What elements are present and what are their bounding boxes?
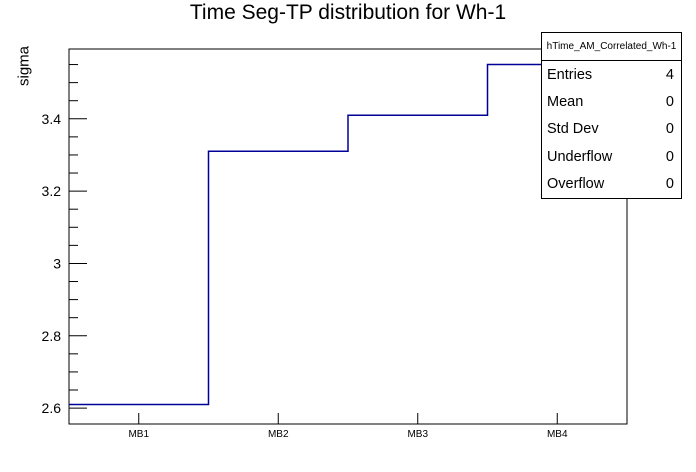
stats-row-stddev: Std Dev 0	[542, 121, 681, 137]
stats-value: 0	[665, 176, 674, 193]
stats-row-overflow: Overflow 0	[542, 176, 681, 192]
stats-value: 0	[665, 94, 674, 111]
stats-box-rows: Entries 4 Mean 0 Std Dev 0 Underflow 0 O…	[542, 61, 681, 198]
y-tick-label: 3	[53, 255, 61, 271]
stats-value: 4	[665, 66, 674, 83]
stats-row-entries: Entries 4	[542, 67, 681, 83]
x-tick-label: MB3	[407, 429, 428, 440]
stats-value: 0	[665, 148, 674, 165]
stats-label: Std Dev	[547, 121, 599, 138]
stats-label: Mean	[547, 94, 584, 111]
x-tick-label: MB4	[547, 429, 568, 440]
stats-row-underflow: Underflow 0	[542, 149, 681, 165]
y-tick-label: 2.8	[42, 328, 62, 344]
y-tick-label: 3.2	[42, 183, 62, 199]
stats-label: Entries	[547, 66, 593, 83]
stats-label: Underflow	[547, 148, 613, 165]
x-tick-label: MB1	[128, 429, 149, 440]
plot-frame	[68, 48, 628, 425]
x-tick-label: MB2	[268, 429, 289, 440]
stats-row-mean: Mean 0	[542, 94, 681, 110]
stats-label: Overflow	[547, 176, 605, 193]
y-tick-label: 2.6	[42, 400, 62, 416]
stats-box: hTime_AM_Correlated_Wh-1 Entries 4 Mean …	[541, 32, 682, 199]
chart-title: Time Seg-TP distribution for Wh-1	[189, 1, 507, 24]
stats-value: 0	[665, 121, 674, 138]
histogram-line	[69, 63, 627, 406]
y-tick-label: 3.4	[42, 111, 62, 127]
stats-box-title: hTime_AM_Correlated_Wh-1	[542, 33, 681, 61]
